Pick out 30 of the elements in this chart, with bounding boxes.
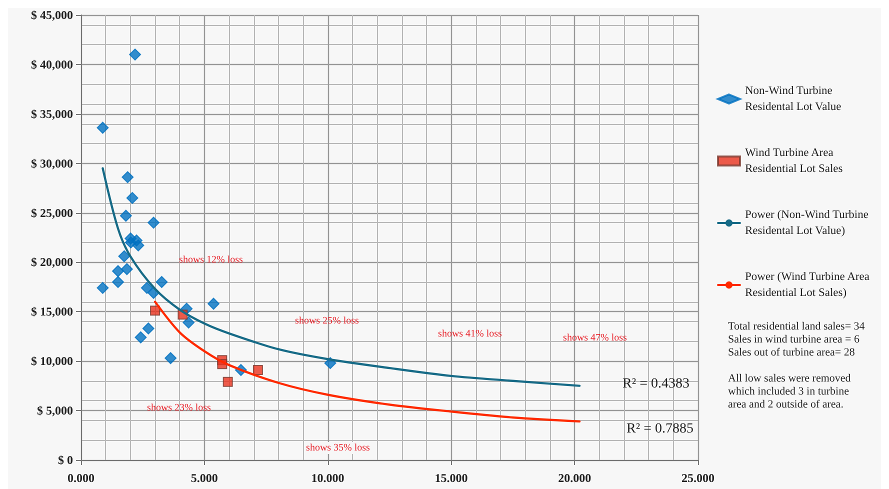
annotation: shows 23% loss [147, 402, 212, 414]
x-tick-label: 5.000 [190, 471, 218, 485]
annotation: shows 41% loss [438, 328, 502, 340]
legend-label: Power (Non-Wind Turbine Residental Lot Value) [745, 209, 868, 237]
text: Total residential land sales= 34 Sales in wind turbine area = 6 Sales out of turbine area= 28 [728, 320, 866, 358]
legend-label: Wind Turbine Area Residential Lot Sales [745, 147, 844, 175]
annotation: shows 47% loss [563, 332, 628, 344]
x-tick-label: 15.000 [434, 471, 468, 485]
x-tick-label: 0.000 [68, 471, 94, 485]
annotation: shows 35% loss [306, 442, 370, 454]
y-tick-label: $ 20,000 [31, 255, 73, 270]
text: All low sales were removed which included 3 in turbine area and 2 outside of area. [728, 372, 852, 410]
y-tick-label: $ 25,000 [31, 206, 73, 220]
annotation: shows 25% loss [295, 316, 360, 326]
y-tick-label: $ 15,000 [31, 304, 73, 319]
annotation: R² = 0.7885 [626, 422, 694, 436]
x-tick-label: 20.000 [558, 471, 592, 485]
annotation: shows 12% loss [179, 254, 244, 266]
y-tick-label: $ 30,000 [31, 156, 73, 170]
y-tick-label: $ 40,000 [31, 57, 73, 72]
y-tick-label: $ 45,000 [31, 8, 73, 22]
x-tick-label: 10.000 [311, 471, 344, 485]
annotation: R² = 0.4383 [622, 376, 690, 392]
y-tick-label: $ 5,000 [37, 404, 73, 418]
y-tick-label: $ 10,000 [31, 354, 73, 368]
y-tick-label: $ 0 [58, 453, 73, 467]
legend-label: Non-Wind Turbine Residental Lot Value [745, 85, 842, 113]
y-tick-label: $ 35,000 [31, 106, 73, 121]
legend-label: Power (Wind Turbine Area Residential Lot Sales) [745, 271, 870, 299]
x-tick-label: 25.000 [682, 471, 714, 485]
